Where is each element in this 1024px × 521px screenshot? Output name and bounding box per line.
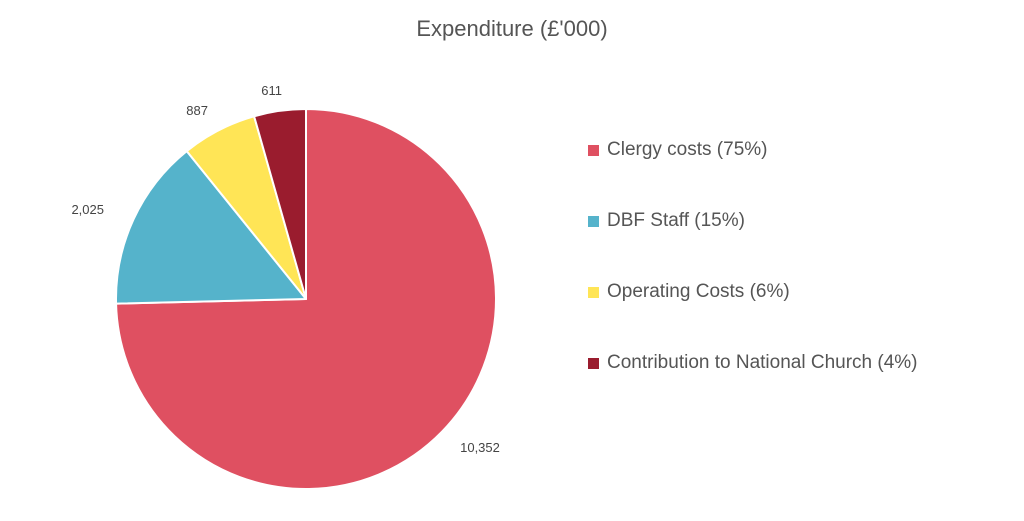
legend-label-1: Clergy costs (75%) — [607, 139, 768, 160]
legend-swatch-3 — [588, 287, 599, 298]
legend-label-3: Operating Costs (6%) — [607, 281, 790, 302]
data-label-3: 887 — [186, 103, 208, 118]
legend-label-4: Contribution to National Church (4%) — [607, 352, 918, 373]
legend-label-2: DBF Staff (15%) — [607, 210, 745, 231]
legend-item-1[interactable]: Clergy costs (75%) — [588, 138, 988, 162]
legend-item-4[interactable]: Contribution to National Church (4%) — [588, 351, 988, 375]
pie-slice-4[interactable] — [253, 108, 307, 300]
pie-slice-2[interactable] — [115, 150, 307, 305]
legend-item-3[interactable]: Operating Costs (6%) — [588, 280, 988, 304]
legend-swatch-1 — [588, 145, 599, 156]
legend: Clergy costs (75%) DBF Staff (15%) Operati… — [588, 138, 988, 422]
chart-title: Expenditure (£'000) — [416, 16, 608, 41]
data-label-1: 10,352 — [460, 440, 500, 455]
data-label-4: 611 — [261, 83, 282, 98]
legend-swatch-4 — [588, 358, 599, 369]
legend-item-2[interactable]: DBF Staff (15%) — [588, 209, 988, 233]
legend-swatch-2 — [588, 216, 599, 227]
data-label-2: 2,025 — [71, 202, 104, 217]
